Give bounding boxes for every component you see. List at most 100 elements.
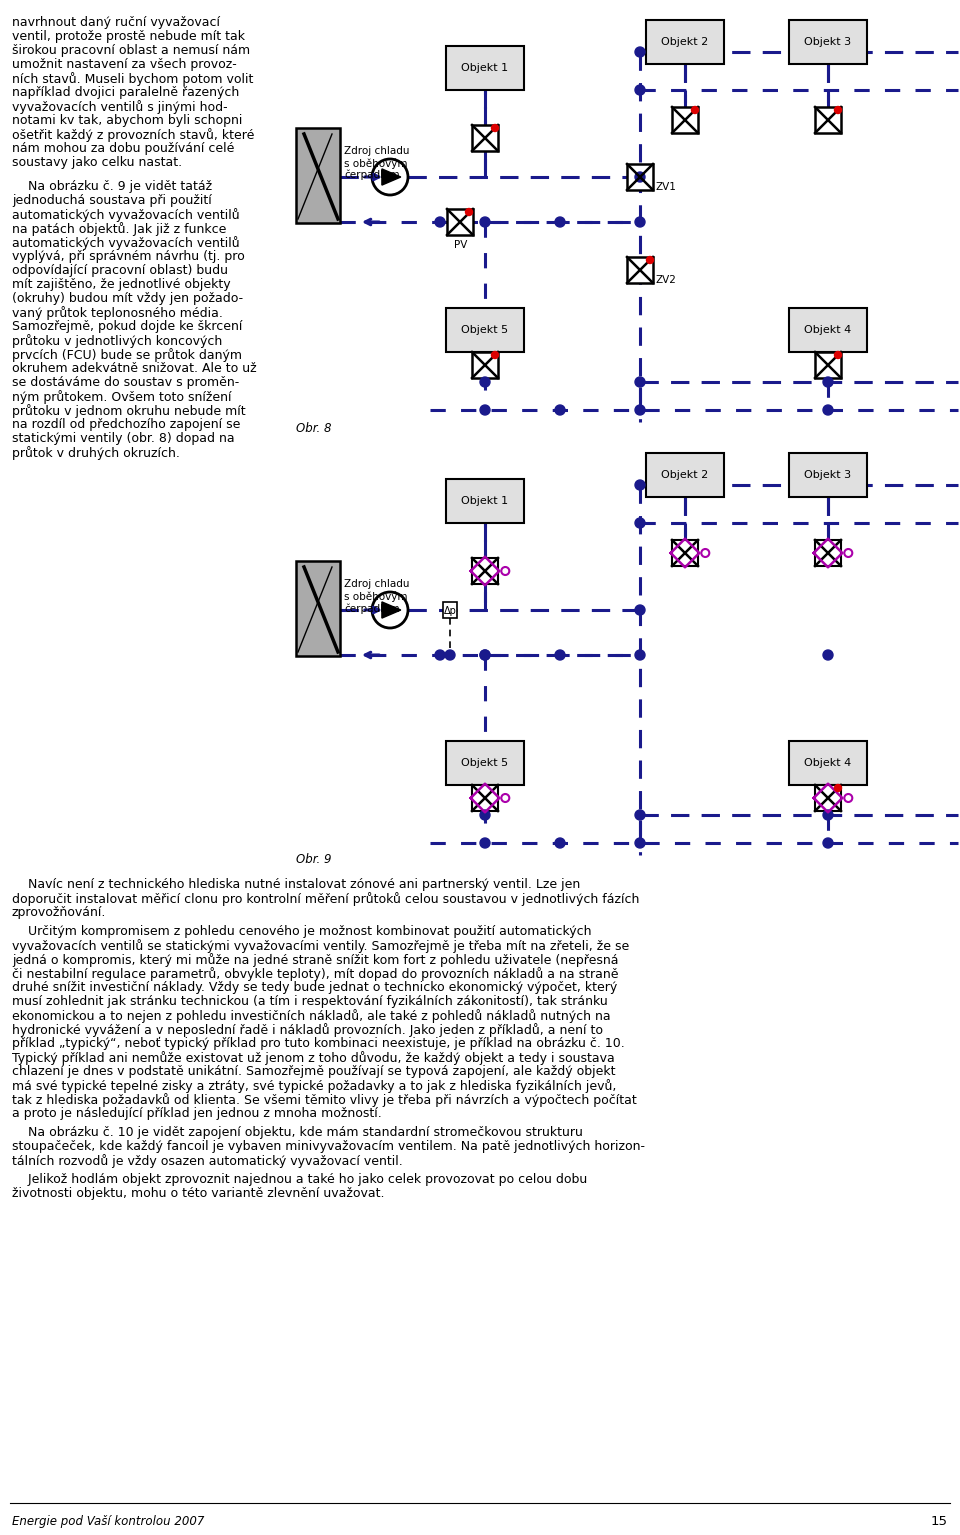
Circle shape (635, 172, 645, 183)
Text: vaný průtok teplonosného média.: vaný průtok teplonosného média. (12, 305, 223, 319)
Text: jedná o kompromis, který mi může na jedné straně snížit kom fort z pohledu uživa: jedná o kompromis, který mi může na jedn… (12, 953, 618, 967)
Bar (815, 540, 841, 566)
Text: Samozřejmě, pokud dojde ke škrcení: Samozřejmě, pokud dojde ke škrcení (12, 319, 242, 333)
Bar (789, 741, 867, 784)
Text: tak z hlediska požadavků od klienta. Se všemi těmito vlivy je třeba při návrzích: tak z hlediska požadavků od klienta. Se … (12, 1093, 636, 1107)
Text: Objekt 3: Objekt 3 (804, 470, 852, 480)
Text: Typický příklad ani nemůže existovat už jenom z toho důvodu, že každý objekt a t: Typický příklad ani nemůže existovat už … (12, 1051, 614, 1065)
Text: Objekt 4: Objekt 4 (804, 325, 852, 335)
Text: průtoku v jednotlivých koncových: průtoku v jednotlivých koncových (12, 335, 223, 348)
Bar (646, 20, 724, 64)
Text: čerpadlem: čerpadlem (344, 170, 399, 181)
Text: průtok v druhých okruzích.: průtok v druhých okruzích. (12, 447, 180, 460)
Bar (789, 309, 867, 352)
Bar (627, 256, 653, 282)
Text: okruhem adekvátně snižovat. Ale to už: okruhem adekvátně snižovat. Ale to už (12, 362, 256, 375)
Bar (446, 309, 524, 352)
Text: ventil, protože prostě nebude mít tak: ventil, protože prostě nebude mít tak (12, 31, 245, 43)
Circle shape (492, 352, 498, 359)
Circle shape (823, 810, 833, 820)
Text: Jelikož hodlám objekt zprovoznit najednou a také ho jako celek provozovat po cel: Jelikož hodlám objekt zprovoznit najedno… (12, 1173, 588, 1187)
Text: Objekt 4: Objekt 4 (804, 758, 852, 768)
Circle shape (646, 256, 654, 264)
Bar (472, 559, 498, 583)
Bar (446, 741, 524, 784)
Text: umožnit nastavení za všech provoz-: umožnit nastavení za všech provoz- (12, 58, 237, 71)
Circle shape (823, 649, 833, 660)
Text: Navíc není z technického hlediska nutné instalovat zónové ani partnerský ventil.: Navíc není z technického hlediska nutné … (12, 878, 580, 890)
Text: Energie pod Vaší kontrolou 2007: Energie pod Vaší kontrolou 2007 (12, 1515, 204, 1527)
Circle shape (466, 209, 472, 215)
Text: Objekt 1: Objekt 1 (462, 496, 509, 507)
Text: hydronické vyvážení a v neposlední řadě i nákladů provozních. Jako jeden z příkl: hydronické vyvážení a v neposlední řadě … (12, 1022, 603, 1038)
Bar (815, 352, 841, 378)
Text: či nestabilní regulace parametrů, obvykle teploty), mít dopad do provozních nákl: či nestabilní regulace parametrů, obvykl… (12, 967, 618, 981)
Text: PV: PV (454, 239, 468, 250)
Circle shape (823, 378, 833, 387)
Text: ZV1: ZV1 (656, 183, 677, 192)
Text: vyplývá, při správném návrhu (tj. pro: vyplývá, při správném návrhu (tj. pro (12, 250, 245, 262)
Text: Δp: Δp (444, 606, 456, 616)
Circle shape (635, 517, 645, 528)
Circle shape (435, 216, 445, 227)
Text: Na obrázku č. 9 je vidět tatáž: Na obrázku č. 9 je vidět tatáž (12, 180, 212, 193)
Polygon shape (382, 169, 401, 186)
Circle shape (492, 124, 498, 132)
Text: prvcích (FCU) bude se průtok daným: prvcích (FCU) bude se průtok daným (12, 348, 242, 362)
Text: životnosti objektu, mohu o této variantě zlevnění uvažovat.: životnosti objektu, mohu o této variantě… (12, 1187, 385, 1200)
Text: se dostáváme do soustav s proměn-: se dostáváme do soustav s proměn- (12, 376, 239, 388)
Circle shape (834, 352, 842, 359)
Text: ošetřit každý z provozních stavů, které: ošetřit každý z provozních stavů, které (12, 127, 254, 141)
Text: na patách objektů. Jak již z funkce: na patách objektů. Jak již z funkce (12, 223, 227, 236)
Circle shape (445, 649, 455, 660)
Circle shape (555, 405, 565, 414)
Text: s oběhovým: s oběhovým (344, 158, 407, 169)
Bar (446, 479, 524, 523)
Circle shape (480, 838, 490, 847)
Circle shape (823, 405, 833, 414)
Text: vyvažovacích ventilů se statickými vyvažovacími ventily. Samozřejmě je třeba mít: vyvažovacích ventilů se statickými vyvaž… (12, 939, 629, 953)
Text: jednoduchá soustava při použití: jednoduchá soustava při použití (12, 193, 212, 207)
Text: druhé snížit investiční náklady. Vždy se tedy bude jednat o technicko ekonomický: druhé snížit investiční náklady. Vždy se… (12, 981, 617, 995)
Polygon shape (382, 602, 401, 619)
Text: Objekt 1: Objekt 1 (462, 63, 509, 74)
Bar (446, 46, 524, 91)
Text: čerpadlem: čerpadlem (344, 603, 399, 614)
Text: vyvažovacích ventilů s jinými hod-: vyvažovacích ventilů s jinými hod- (12, 100, 228, 114)
Circle shape (834, 106, 842, 114)
Circle shape (635, 810, 645, 820)
Text: soustavy jako celku nastat.: soustavy jako celku nastat. (12, 157, 182, 169)
Text: ným průtokem. Ovšem toto snížení: ným průtokem. Ovšem toto snížení (12, 390, 231, 404)
Circle shape (823, 838, 833, 847)
Text: má své typické tepelné zisky a ztráty, své typické požadavky a to jak z hlediska: má své typické tepelné zisky a ztráty, s… (12, 1079, 616, 1093)
Text: notami kv tak, abychom byli schopni: notami kv tak, abychom byli schopni (12, 114, 242, 127)
Circle shape (635, 84, 645, 95)
Circle shape (435, 649, 445, 660)
Circle shape (480, 649, 490, 660)
Circle shape (834, 784, 842, 792)
Circle shape (635, 838, 645, 847)
Bar (296, 560, 340, 655)
Circle shape (635, 649, 645, 660)
Bar (789, 453, 867, 497)
Bar (443, 602, 457, 619)
Text: průtoku v jednom okruhu nebude mít: průtoku v jednom okruhu nebude mít (12, 404, 246, 418)
Text: (okruhy) budou mít vždy jen požado-: (okruhy) budou mít vždy jen požado- (12, 292, 243, 305)
Text: Na obrázku č. 10 je vidět zapojení objektu, kde mám standardní stromečkovou stru: Na obrázku č. 10 je vidět zapojení objek… (12, 1127, 583, 1139)
Text: Obr. 9: Obr. 9 (296, 853, 331, 866)
Text: 15: 15 (931, 1515, 948, 1527)
Bar (472, 124, 498, 150)
Circle shape (555, 838, 565, 847)
Circle shape (635, 216, 645, 227)
Bar (472, 352, 498, 378)
Text: odpovídající pracovní oblast) budu: odpovídající pracovní oblast) budu (12, 264, 228, 276)
Bar (296, 127, 340, 223)
Bar (672, 107, 698, 134)
Text: Určitým kompromisem z pohledu cenového je možnost kombinovat použití automatický: Určitým kompromisem z pohledu cenového j… (12, 926, 591, 938)
Text: Objekt 2: Objekt 2 (661, 37, 708, 48)
Circle shape (480, 216, 490, 227)
Text: Objekt 3: Objekt 3 (804, 37, 852, 48)
Circle shape (635, 48, 645, 57)
Circle shape (480, 405, 490, 414)
Text: Objekt 5: Objekt 5 (462, 758, 509, 768)
